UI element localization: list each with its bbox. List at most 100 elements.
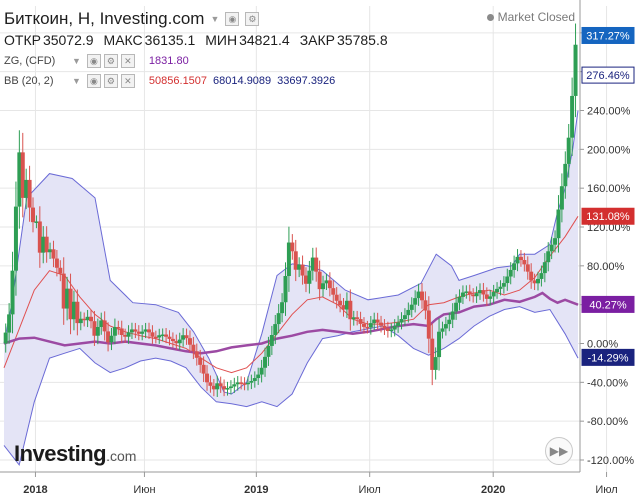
eye-icon[interactable]: ◉ xyxy=(86,74,101,88)
candle-body xyxy=(430,338,435,370)
candle-body xyxy=(143,329,148,332)
candle-body xyxy=(89,316,94,322)
candle-body xyxy=(416,291,421,299)
candle-body xyxy=(303,275,308,284)
candle-body xyxy=(542,262,547,274)
candle-body xyxy=(314,257,319,272)
candle-body xyxy=(549,244,554,252)
candle-body xyxy=(54,258,59,268)
candle-body xyxy=(208,382,213,386)
candle-body xyxy=(266,345,271,357)
candle-body xyxy=(331,288,336,295)
candle-body xyxy=(116,326,121,329)
close-icon[interactable]: ✕ xyxy=(120,54,135,68)
candle-body xyxy=(300,264,305,276)
gear-icon[interactable]: ⚙ xyxy=(103,74,118,88)
candle-body xyxy=(334,294,339,301)
gear-icon[interactable]: ⚙ xyxy=(245,12,260,26)
eye-icon[interactable]: ◉ xyxy=(86,54,101,68)
candle-body xyxy=(338,300,343,306)
candle-body xyxy=(399,319,404,323)
candle-body xyxy=(310,257,315,271)
investing-logo[interactable]: Investing .com xyxy=(14,441,136,467)
candle-body xyxy=(372,319,377,324)
candle-body xyxy=(409,304,414,310)
candle-body xyxy=(327,280,332,289)
symbol-title[interactable]: Биткоин, H, Investing.com xyxy=(4,9,205,28)
market-status: Market Closed xyxy=(486,10,575,24)
indicator-value: 1831.80 xyxy=(148,55,189,67)
price-label: 40.27% xyxy=(581,295,635,313)
candle-body xyxy=(539,273,544,279)
candle-body xyxy=(443,324,448,329)
candle-body xyxy=(17,152,22,207)
scroll-forward-button[interactable]: ▶▶ xyxy=(545,437,573,465)
indicator-dropdown-icon[interactable]: ▼ xyxy=(72,56,81,66)
price-label-text: 276.46% xyxy=(586,70,630,82)
candle-body xyxy=(546,251,551,263)
ohlc-low: МИН 34821.4 xyxy=(205,32,290,48)
candle-body xyxy=(324,280,329,284)
candle-body xyxy=(198,357,203,365)
candle-body xyxy=(283,276,288,303)
candle-body xyxy=(174,341,179,344)
candle-body xyxy=(181,335,186,340)
candle-body xyxy=(24,179,29,198)
indicator-dropdown-icon[interactable]: ▼ xyxy=(72,76,81,86)
ohlc-high: МАКС 36135.1 xyxy=(103,32,196,48)
y-tick-label: 360.00% xyxy=(587,0,631,1)
ohlc-open: ОТКР 35072.9 xyxy=(4,32,94,48)
candle-body xyxy=(293,251,298,270)
candle-body xyxy=(140,331,145,334)
candle-body xyxy=(474,293,479,297)
eye-icon[interactable]: ◉ xyxy=(225,12,240,26)
ohlc-close: ЗАКР 35785.8 xyxy=(299,32,388,48)
indicator-name[interactable]: ZG, (CFD) xyxy=(4,55,56,67)
candle-body xyxy=(396,322,401,327)
candle-body xyxy=(423,300,428,311)
candle-body xyxy=(252,378,257,381)
candle-body xyxy=(7,314,12,333)
candle-body xyxy=(570,95,575,138)
candle-body xyxy=(471,294,476,297)
candle-body xyxy=(51,249,56,259)
indicator-row-zg: ZG, (CFD) ▼ ◉ ⚙ ✕ 1831.80 xyxy=(4,53,189,69)
y-tick-label: -120.00% xyxy=(587,455,634,467)
candle-body xyxy=(205,373,210,383)
price-candles xyxy=(3,23,578,397)
y-tick-label: -40.00% xyxy=(587,377,628,389)
candle-body xyxy=(123,335,128,337)
price-label-bg xyxy=(581,348,635,366)
x-tick-label: 2018 xyxy=(23,484,47,496)
candle-body xyxy=(368,323,373,328)
gear-icon[interactable]: ⚙ xyxy=(103,54,118,68)
y-tick-label: 240.00% xyxy=(587,106,631,118)
close-icon[interactable]: ✕ xyxy=(120,74,135,88)
candle-body xyxy=(263,356,268,368)
candle-body xyxy=(211,385,216,390)
candle-body xyxy=(477,290,482,294)
price-label-bg xyxy=(581,26,635,44)
candle-body xyxy=(232,384,237,387)
candle-body xyxy=(31,207,36,223)
candle-body xyxy=(160,334,165,337)
candle-body xyxy=(187,338,192,345)
candle-body xyxy=(553,238,558,245)
candle-body xyxy=(495,288,500,293)
chart-title-bar: Биткоин, H, Investing.com ▼ ◉ ⚙ xyxy=(4,8,260,30)
title-dropdown-icon[interactable]: ▼ xyxy=(210,14,220,24)
candle-body xyxy=(215,383,220,390)
candle-body xyxy=(218,383,223,387)
candle-body xyxy=(290,242,295,252)
candle-body xyxy=(317,271,322,290)
candle-body xyxy=(351,317,356,320)
candle-body xyxy=(129,329,134,333)
candle-body xyxy=(566,137,571,164)
indicator-name[interactable]: BB (20, 2) xyxy=(4,75,54,87)
candle-body xyxy=(402,315,407,320)
candle-body xyxy=(440,328,445,332)
candle-body xyxy=(365,326,370,329)
candle-body xyxy=(464,291,469,293)
candle-body xyxy=(37,221,42,253)
